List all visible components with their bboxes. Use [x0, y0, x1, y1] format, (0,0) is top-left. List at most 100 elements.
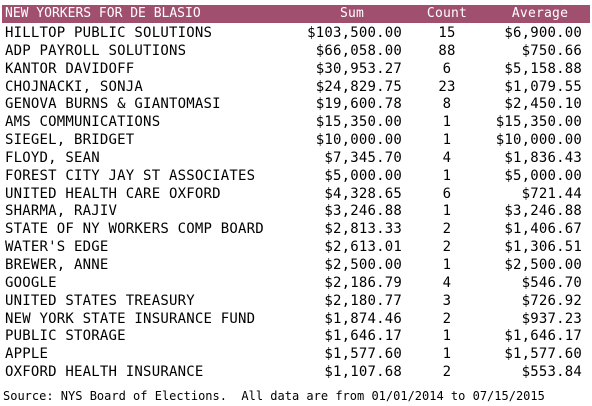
row-count: 2 [442, 310, 452, 327]
table-row: CHOJNACKI, SONJA $24,829.75 23 $1,079.55 [2, 78, 590, 96]
table-row: GENOVA BURNS & GIANTOMASI $19,600.78 8 $2,4… [2, 95, 590, 113]
row-sum: $2,500.00 [324, 256, 402, 273]
row-average: $15,350.00 [495, 114, 582, 131]
row-count: 1 [442, 256, 452, 273]
row-average: $546.70 [521, 274, 582, 291]
row-sum: $3,246.88 [324, 203, 402, 220]
table-row: GOOGLE $2,186.79 4 $546.70 [2, 274, 590, 292]
table-row: HILLTOP PUBLIC SOLUTIONS $103,500.00 15 $6,… [2, 24, 590, 42]
row-name: HILLTOP PUBLIC SOLUTIONS [5, 25, 213, 41]
row-average: $2,450.10 [504, 96, 582, 113]
row-count: 15 [438, 25, 456, 41]
row-name: STATE OF NY WORKERS COMP BOARD [5, 221, 264, 238]
row-sum: $2,813.33 [324, 221, 402, 238]
row-name: UNITED HEALTH CARE OXFORD [5, 185, 221, 202]
row-count: 2 [442, 221, 452, 238]
row-name: CHOJNACKI, SONJA [5, 78, 144, 95]
table-row: STATE OF NY WORKERS COMP BOARD $2,813.33 2… [2, 220, 590, 238]
table-row: PUBLIC STORAGE $1,646.17 1 $1,646.17 [2, 327, 590, 345]
row-average: $10,000.00 [495, 132, 582, 149]
table-row: KANTOR DAVIDOFF $30,953.27 6 $5,158.88 [2, 60, 590, 78]
table-body: HILLTOP PUBLIC SOLUTIONS $103,500.00 15 $6,… [2, 24, 590, 381]
row-sum: $7,345.70 [324, 149, 402, 166]
row-average: $1,306.51 [504, 239, 582, 256]
row-count: 2 [442, 364, 452, 381]
row-sum: $1,646.17 [324, 328, 402, 345]
row-average: $3,246.88 [504, 203, 582, 220]
row-name: NEW YORK STATE INSURANCE FUND [5, 310, 256, 327]
row-sum: $2,613.01 [324, 239, 402, 256]
row-name: KANTOR DAVIDOFF [5, 60, 135, 77]
table-row: UNITED STATES TREASURY $2,180.77 3 $726.92 [2, 292, 590, 310]
row-count: 88 [438, 42, 456, 59]
row-name: ADP PAYROLL SOLUTIONS [5, 42, 187, 59]
row-count: 2 [442, 239, 452, 256]
row-average: $5,000.00 [504, 167, 582, 184]
row-count: 4 [442, 274, 452, 291]
table-row: FLOYD, SEAN $7,345.70 4 $1,836.43 [2, 149, 590, 167]
table-row: BREWER, ANNE $2,500.00 1 $2,500.00 [2, 256, 590, 274]
row-sum: $1,107.68 [324, 364, 402, 381]
table-row: SHARMA, RAJIV $3,246.88 1 $3,246.88 [2, 202, 590, 220]
column-header-average: Average [511, 6, 569, 21]
row-count: 1 [442, 203, 452, 220]
table-header: NEW YORKERS FOR DE BLASIO Sum Count Aver… [2, 5, 590, 23]
row-sum: $103,500.00 [307, 25, 402, 41]
row-average: $553.84 [521, 364, 582, 381]
column-header-sum: Sum [339, 6, 365, 21]
row-name: AMS COMMUNICATIONS [5, 114, 161, 131]
row-name: FLOYD, SEAN [5, 149, 100, 166]
row-average: $726.92 [521, 292, 582, 309]
table-row: SIEGEL, BRIDGET $10,000.00 1 $10,000.00 [2, 131, 590, 149]
table-row: FOREST CITY JAY ST ASSOCIATES $5,000.00 1 $… [2, 167, 590, 185]
row-average: $937.23 [521, 310, 582, 327]
table-row: APPLE $1,577.60 1 $1,577.60 [2, 345, 590, 363]
row-count: 1 [442, 328, 452, 345]
row-sum: $19,600.78 [315, 96, 402, 113]
row-name: OXFORD HEALTH INSURANCE [5, 364, 204, 381]
row-average: $1,836.43 [504, 149, 582, 166]
row-count: 1 [442, 346, 452, 363]
row-average: $5,158.88 [504, 60, 582, 77]
row-count: 3 [442, 292, 452, 309]
row-name: GOOGLE [5, 274, 57, 291]
row-count: 23 [438, 78, 456, 95]
row-count: 1 [442, 167, 452, 184]
row-average: $1,406.67 [504, 221, 582, 238]
row-average: $1,079.55 [504, 78, 582, 95]
row-sum: $1,874.46 [324, 310, 402, 327]
column-header-count: Count [426, 6, 468, 21]
row-count: 4 [442, 149, 452, 166]
row-average: $1,646.17 [504, 328, 582, 345]
row-name: APPLE [5, 346, 49, 363]
row-average: $1,577.60 [504, 346, 582, 363]
row-count: 8 [442, 96, 452, 113]
row-name: PUBLIC STORAGE [5, 328, 126, 345]
row-name: SHARMA, RAJIV [5, 203, 118, 220]
row-average: $721.44 [521, 185, 582, 202]
table-row: WATER'S EDGE $2,613.01 2 $1,306.51 [2, 238, 590, 256]
table-row: OXFORD HEALTH INSURANCE $1,107.68 2 $553.84 [2, 363, 590, 381]
row-count: 6 [442, 185, 452, 202]
row-average: $6,900.00 [504, 25, 582, 41]
row-count: 1 [442, 132, 452, 149]
row-average: $2,500.00 [504, 256, 582, 273]
row-name: GENOVA BURNS & GIANTOMASI [5, 96, 221, 113]
row-average: $750.66 [521, 42, 582, 59]
row-name: SIEGEL, BRIDGET [5, 132, 135, 149]
row-name: WATER'S EDGE [5, 239, 109, 256]
table-row: UNITED HEALTH CARE OXFORD $4,328.65 6 $721.… [2, 185, 590, 203]
row-sum: $2,180.77 [324, 292, 402, 309]
row-sum: $15,350.00 [315, 114, 402, 131]
source-note: Source: NYS Board of Elections. All data… [3, 389, 545, 403]
table-title: NEW YORKERS FOR DE BLASIO [5, 6, 201, 21]
table-row: ADP PAYROLL SOLUTIONS $66,058.00 88 $750.66 [2, 42, 590, 60]
row-sum: $30,953.27 [315, 60, 402, 77]
row-sum: $1,577.60 [324, 346, 402, 363]
row-sum: $24,829.75 [315, 78, 402, 95]
row-sum: $4,328.65 [324, 185, 402, 202]
table-row: AMS COMMUNICATIONS $15,350.00 1 $15,350.00 [2, 113, 590, 131]
row-count: 1 [442, 114, 452, 131]
row-name: UNITED STATES TREASURY [5, 292, 195, 309]
